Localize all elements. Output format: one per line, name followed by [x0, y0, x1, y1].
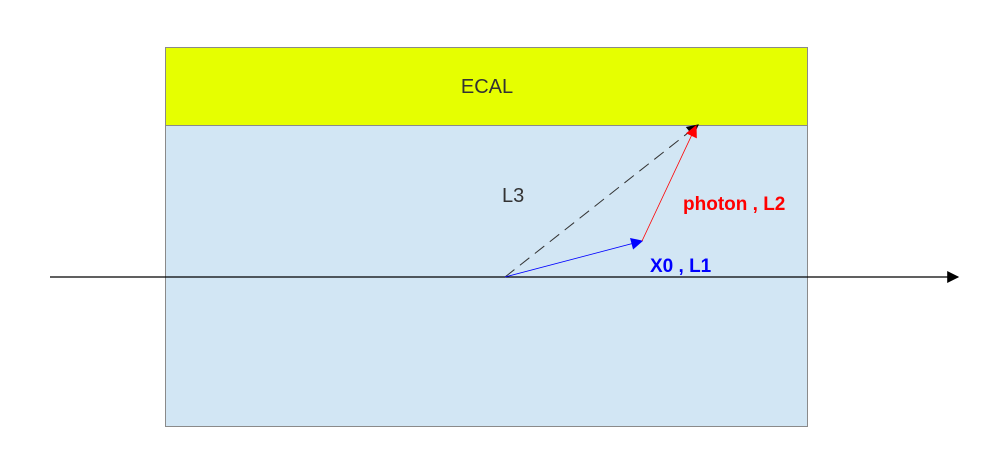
ecal-layer — [165, 47, 808, 126]
detector-volume — [165, 125, 808, 427]
l2-arrow — [641, 124, 697, 242]
photon-l2-label: photon , L2 — [683, 194, 785, 215]
ecal-label: ECAL — [461, 76, 513, 98]
l3-label: L3 — [502, 185, 524, 207]
l1-arrow — [504, 237, 644, 278]
l3-arrow — [504, 124, 699, 278]
x0-l1-label: X0 , L1 — [650, 256, 712, 277]
